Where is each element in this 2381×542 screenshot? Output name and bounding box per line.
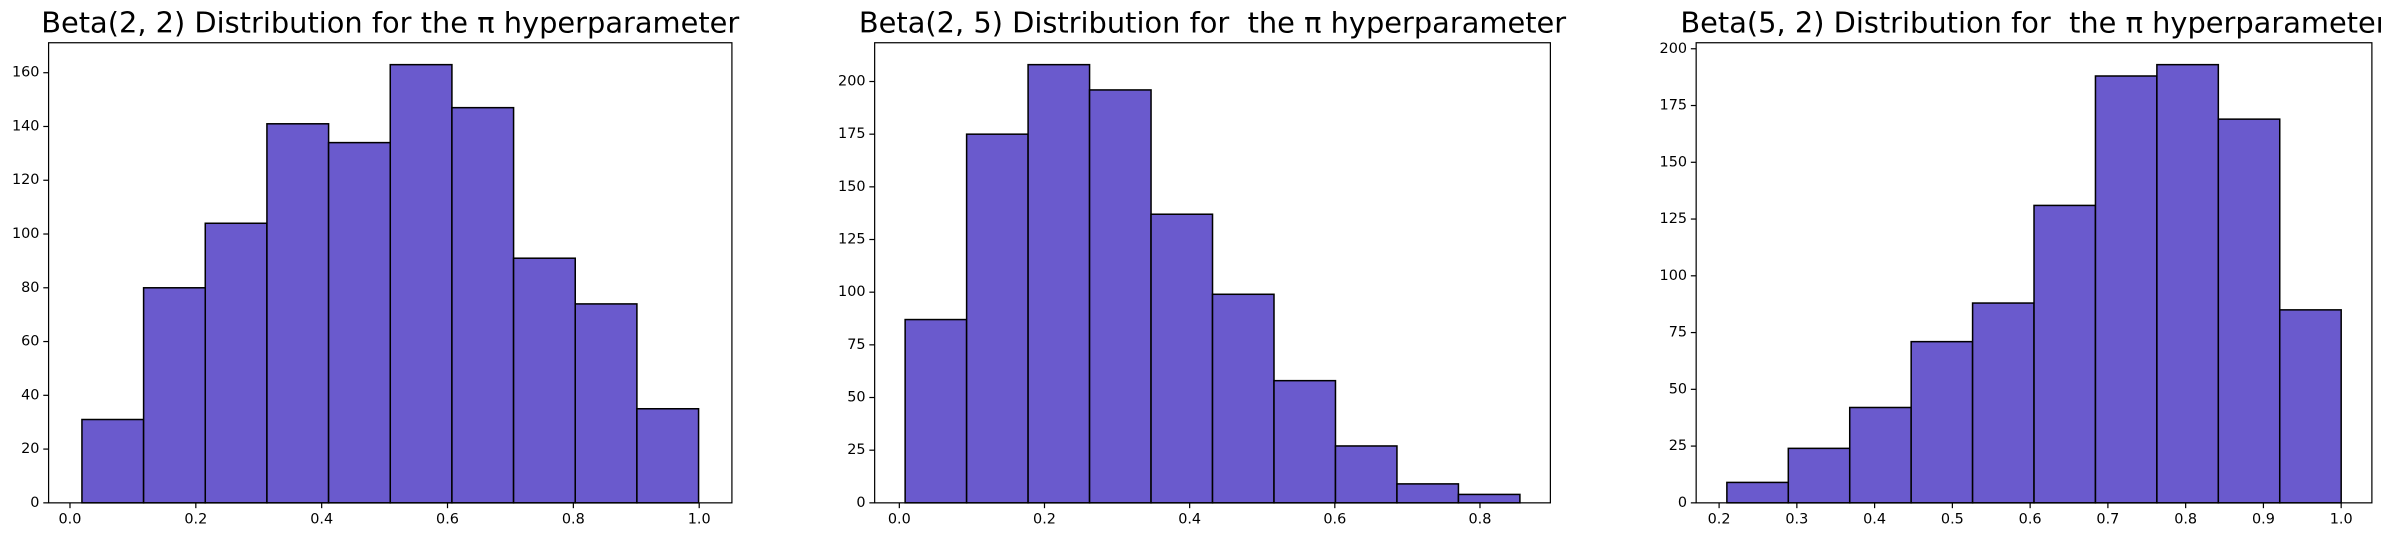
y-tick-label: 60: [21, 334, 39, 350]
bar: [1150, 213, 1214, 504]
x-tick-label: 0.2: [1708, 512, 1731, 528]
x-tick-label: 0.9: [2252, 512, 2275, 528]
bar: [574, 303, 638, 504]
chart-title: Beta(2, 2) Distribution for the π hyperp…: [41, 6, 739, 40]
bar: [904, 318, 968, 504]
y-tick-label: 175: [1660, 98, 1688, 114]
x-tick-label: 0.0: [59, 512, 82, 528]
y-tick-label: 140: [12, 118, 40, 134]
bar: [1088, 89, 1152, 504]
x-tick-label: 0.2: [184, 512, 207, 528]
y-tick-label: 100: [1660, 268, 1688, 284]
y-tick-label: 25: [1669, 438, 1687, 454]
x-tick-label: 0.6: [436, 512, 459, 528]
y-tick-label: 80: [21, 280, 39, 296]
y-tick-label: 200: [838, 74, 866, 90]
bar: [2094, 75, 2158, 504]
bar: [1211, 293, 1275, 504]
y-tick-label: 75: [1669, 325, 1687, 341]
x-tick-label: 0.4: [310, 512, 333, 528]
y-tick-label: 50: [847, 390, 865, 406]
x-tick-label: 0.2: [1033, 512, 1056, 528]
bar: [2033, 204, 2097, 504]
bar: [636, 407, 700, 504]
bar: [1848, 406, 1912, 504]
x-tick-label: 0.8: [562, 512, 585, 528]
axes-frame: [874, 42, 1551, 504]
y-tick-label: 20: [21, 441, 39, 457]
bar: [389, 63, 453, 504]
y-tick-label: 150: [1660, 154, 1688, 170]
bar: [965, 133, 1029, 504]
y-tick-label: 0: [30, 495, 39, 511]
bar: [266, 123, 330, 504]
x-tick-label: 0.3: [1785, 512, 1808, 528]
y-tick-label: 175: [838, 126, 866, 142]
bar: [1273, 379, 1337, 504]
bar: [2156, 63, 2220, 504]
bar: [1971, 302, 2035, 504]
chart-title: Beta(2, 5) Distribution for the π hyperp…: [859, 6, 1566, 40]
y-tick-label: 160: [12, 65, 40, 81]
bar: [1787, 447, 1851, 504]
y-tick-label: 125: [838, 232, 866, 248]
bar: [1334, 445, 1398, 504]
y-tick-label: 25: [847, 442, 865, 458]
bar: [327, 141, 392, 504]
x-tick-label: 0.8: [2174, 512, 2197, 528]
chart-title: Beta(5, 2) Distribution for the π hyperp…: [1680, 6, 2381, 40]
x-tick-label: 0.8: [1469, 512, 1492, 528]
x-tick-label: 0.4: [1863, 512, 1886, 528]
y-tick-label: 40: [21, 387, 39, 403]
bar: [451, 106, 515, 504]
bar: [2278, 309, 2342, 504]
x-tick-label: 0.4: [1178, 512, 1201, 528]
bar: [1457, 493, 1521, 504]
y-tick-label: 100: [12, 226, 40, 242]
bar: [1910, 340, 1974, 504]
bar: [142, 287, 207, 504]
bar: [1396, 483, 1460, 504]
y-tick-label: 0: [856, 495, 865, 511]
y-tick-label: 120: [12, 172, 40, 188]
y-tick-label: 100: [838, 284, 866, 300]
y-tick-label: 150: [838, 179, 866, 195]
y-tick-label: 0: [1678, 495, 1687, 511]
y-tick-label: 200: [1660, 41, 1688, 57]
y-tick-label: 75: [847, 337, 865, 353]
axes-frame: [1695, 42, 2373, 504]
y-tick-label: 125: [1660, 211, 1688, 227]
x-tick-label: 0.6: [2019, 512, 2042, 528]
bar: [512, 257, 577, 504]
y-tick-label: 50: [1669, 381, 1687, 397]
x-tick-label: 0.7: [2096, 512, 2119, 528]
bar: [2217, 118, 2281, 504]
x-tick-label: 0.0: [888, 512, 911, 528]
bar: [81, 418, 145, 504]
x-tick-label: 1.0: [2330, 512, 2353, 528]
x-tick-label: 0.5: [1941, 512, 1964, 528]
x-tick-label: 0.6: [1323, 512, 1346, 528]
bar: [1726, 481, 1790, 504]
axes-frame: [47, 42, 733, 504]
bar: [204, 222, 268, 504]
x-tick-label: 1.0: [688, 512, 711, 528]
bar: [1027, 63, 1091, 504]
